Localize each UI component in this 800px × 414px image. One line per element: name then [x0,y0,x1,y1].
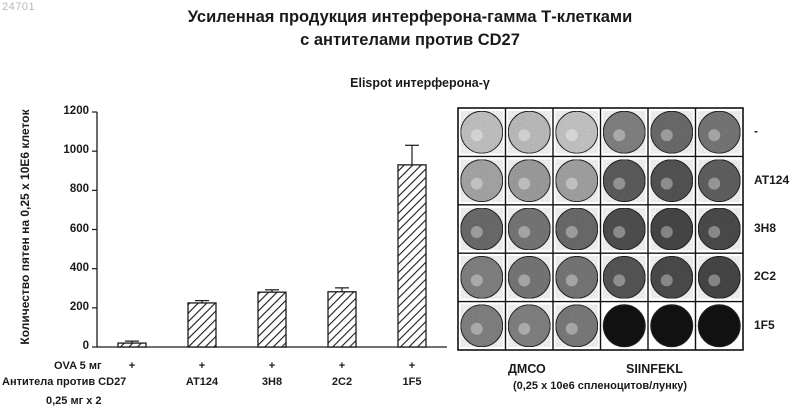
antibody-cell-4: 2C2 [322,376,362,388]
ova-cell-2: + [182,360,222,372]
well-r3-c2 [508,208,550,250]
ova-cell-4: + [322,360,362,372]
y-tick-label: 600 [49,223,89,235]
row-label-antibody-dose: 0,25 мг x 2 [46,395,102,407]
well-r3-c3 [556,208,598,250]
well-r5-c6 [698,305,740,347]
well-r4-c4 [603,256,645,298]
bar-2 [188,303,216,347]
well-row-label-1: - [754,124,758,138]
well-r3-c5 [651,208,693,250]
antibody-cell-5: 1F5 [392,376,432,388]
well-r2-c3 [556,160,598,202]
bar-1 [118,343,146,347]
well-r1-c2 [508,111,550,153]
well-r4-c5 [651,256,693,298]
well-r2-c4 [603,160,645,202]
well-r2-c2 [508,160,550,202]
row-label-antibody: Антитела против CD27 [2,376,126,388]
well-r1-c4 [603,111,645,153]
well-r2-c5 [651,160,693,202]
well-r5-c3 [556,305,598,347]
ova-cell-3: + [252,360,292,372]
y-tick-label: 1000 [49,144,89,156]
y-tick-label: 200 [49,301,89,313]
well-r1-c6 [698,111,740,153]
well-r3-c4 [603,208,645,250]
well-row-label-2: AT124 [754,173,789,187]
y-tick-label: 800 [49,183,89,195]
ova-cell-5: + [392,360,432,372]
row-label-ova: OVA 5 мг [54,360,102,372]
bar-3 [258,292,286,347]
antibody-cell-2: AT124 [182,376,222,388]
bar-4 [328,292,356,347]
well-r5-c2 [508,305,550,347]
well-r4-c2 [508,256,550,298]
y-tick-label: 1200 [49,105,89,117]
well-r3-c6 [698,208,740,250]
well-r1-c5 [651,111,693,153]
wells-caption: (0,25 x 10e6 спленоцитов/лунку) [470,380,730,392]
well-r5-c1 [461,305,503,347]
well-r1-c1 [461,111,503,153]
well-r4-c3 [556,256,598,298]
well-r4-c1 [461,256,503,298]
well-r5-c4 [603,305,645,347]
well-r2-c6 [698,160,740,202]
well-row-label-3: 3H8 [754,221,776,235]
well-r5-c5 [651,305,693,347]
well-row-label-4: 2C2 [754,269,776,283]
group-label-dmso: ДМСО [508,362,546,376]
ova-cell-1: + [112,360,152,372]
well-row-label-5: 1F5 [754,318,775,332]
well-r4-c6 [698,256,740,298]
well-r3-c1 [461,208,503,250]
group-label-siinfekl: SIINFEKL [626,362,683,376]
y-tick-label: 0 [49,340,89,352]
well-r1-c3 [556,111,598,153]
bar-5 [398,165,426,347]
well-r2-c1 [461,160,503,202]
antibody-cell-3: 3H8 [252,376,292,388]
y-tick-label: 400 [49,262,89,274]
